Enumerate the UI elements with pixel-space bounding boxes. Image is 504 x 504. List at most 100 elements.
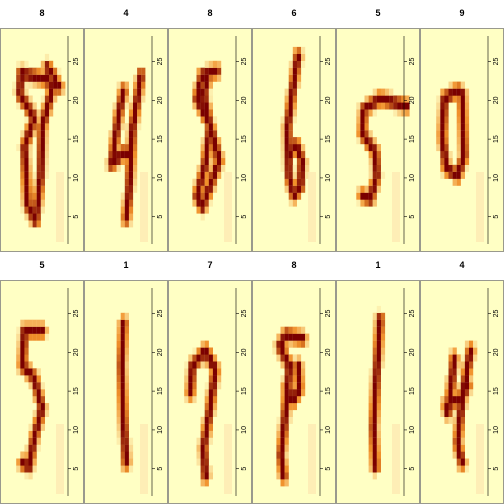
heatmap-cell	[204, 458, 209, 466]
heatmap-cell	[44, 67, 50, 75]
y-tick-label: 20	[241, 348, 248, 356]
heatmap-cell	[372, 326, 377, 334]
heatmap-cell	[44, 123, 50, 131]
heatmap-cell	[40, 60, 45, 68]
heatmap-cell	[305, 157, 310, 165]
heatmap-cell	[288, 389, 293, 397]
heatmap-cell	[24, 137, 29, 145]
y-tick-label: 15	[157, 387, 164, 395]
heatmap-cell	[288, 151, 293, 159]
heatmap-cell	[124, 151, 129, 159]
heatmap-cell	[288, 403, 293, 411]
heatmap-cell	[284, 151, 289, 159]
heatmap-cell	[204, 178, 209, 186]
heatmap-cell	[124, 319, 129, 327]
heatmap-cell	[28, 333, 33, 341]
heatmap-cell	[464, 382, 470, 390]
heatmap-cell	[452, 389, 457, 397]
heatmap-cell	[280, 472, 285, 480]
heatmap-cell	[452, 396, 457, 404]
heatmap-cell	[16, 458, 21, 466]
heatmap-cell	[133, 123, 138, 131]
heatmap-cell	[53, 74, 58, 82]
heatmap-cell	[440, 95, 445, 103]
heatmap-cell	[292, 102, 297, 110]
heatmap-cell	[376, 171, 381, 179]
heatmap-cell	[208, 437, 213, 445]
heatmap-cell	[376, 375, 381, 383]
heatmap-cell	[108, 144, 113, 152]
heatmap-cell	[376, 416, 381, 424]
heatmap-cell	[120, 340, 125, 348]
heatmap-cell	[200, 95, 205, 103]
heatmap-cell	[28, 178, 33, 186]
heatmap-cell	[444, 403, 449, 411]
heatmap-cell	[376, 102, 381, 110]
heatmap-cell	[212, 157, 218, 165]
heatmap-cell	[200, 178, 205, 186]
heatmap-cell	[196, 164, 201, 172]
heatmap-cell	[20, 144, 25, 152]
heatmap-cell	[284, 423, 289, 431]
heatmap-cell	[20, 88, 25, 96]
heatmap-cell	[61, 88, 66, 96]
heatmap-cell	[292, 116, 297, 124]
heatmap-cell	[288, 396, 293, 404]
heatmap-cell	[460, 164, 465, 172]
heatmap-cell	[456, 157, 461, 165]
y-tick-label: 15	[493, 135, 500, 143]
heatmap-cell	[184, 361, 189, 369]
heatmap-cell	[28, 67, 33, 75]
heatmap-cell	[405, 95, 410, 103]
heatmap-cell	[32, 178, 37, 186]
heatmap-cell	[32, 74, 37, 82]
y-tick-label: 15	[325, 387, 332, 395]
heatmap-cell	[464, 458, 470, 466]
heatmap-cell	[44, 157, 50, 165]
heatmap-cell	[120, 423, 125, 431]
heatmap-cell	[380, 361, 386, 369]
heatmap-cell	[204, 206, 209, 214]
heatmap-cell	[444, 396, 449, 404]
heatmap-cell	[204, 389, 209, 397]
heatmap-cell	[284, 375, 289, 383]
heatmap-cell	[196, 347, 201, 355]
heatmap-cell	[204, 123, 209, 131]
heatmap-cell	[200, 164, 205, 172]
heatmap-cell	[288, 409, 293, 417]
heatmap-cell	[452, 361, 457, 369]
heatmap-cell	[53, 88, 58, 96]
heatmap-cell	[356, 116, 361, 124]
heatmap-cell	[212, 389, 218, 397]
heatmap-cell	[124, 95, 129, 103]
heatmap-cell	[376, 95, 381, 103]
heatmap-cell	[464, 375, 470, 383]
heatmap-cell	[32, 206, 37, 214]
heatmap-cell	[137, 74, 142, 82]
y-tick-label: 15	[73, 387, 80, 395]
heatmap-cell	[280, 444, 285, 452]
heatmap-cell	[376, 305, 381, 313]
heatmap-cell	[200, 81, 205, 89]
heatmap-cell	[36, 151, 41, 159]
heatmap-cell	[212, 178, 218, 186]
heatmap-cell	[444, 88, 449, 96]
heatmap-cell	[57, 74, 62, 82]
heatmap-cell	[128, 157, 134, 165]
heatmap-cell	[444, 157, 449, 165]
heatmap-cell	[448, 347, 453, 355]
heatmap-cell	[276, 465, 281, 473]
heatmap-cell	[32, 109, 37, 117]
heatmap-cell	[188, 389, 193, 397]
heatmap-cell	[196, 88, 201, 96]
heatmap-cell	[124, 368, 129, 376]
heatmap-cell	[124, 88, 129, 96]
heatmap-cell	[280, 347, 285, 355]
panel-title-strip	[84, 0, 168, 28]
heatmap-cell	[364, 116, 369, 124]
heatmap-cell	[20, 340, 25, 348]
heatmap-cell	[368, 185, 373, 193]
heatmap-cell	[200, 416, 205, 424]
heatmap-cell	[460, 109, 465, 117]
heatmap-cell	[288, 185, 293, 193]
